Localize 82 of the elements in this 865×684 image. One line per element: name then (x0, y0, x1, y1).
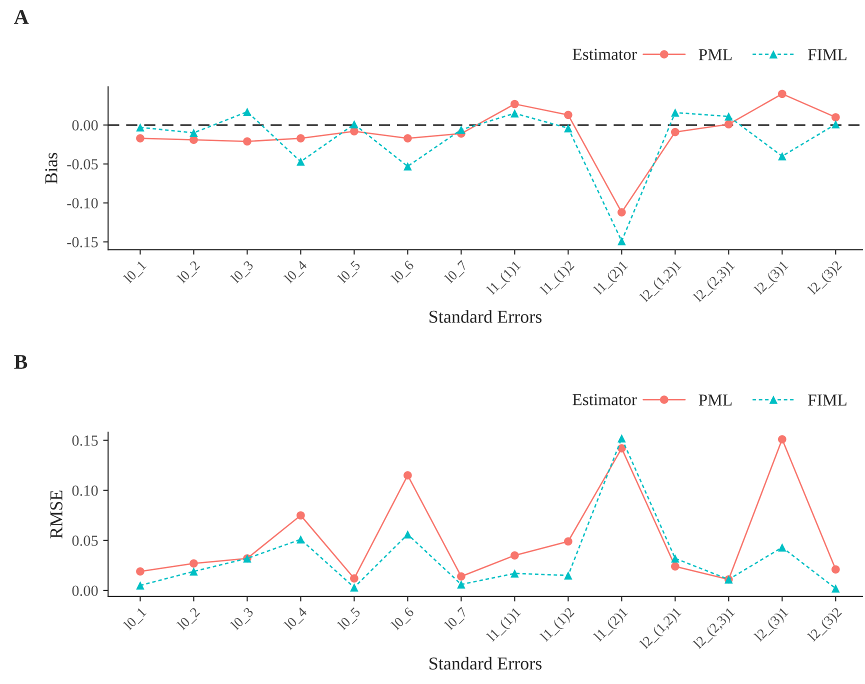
point (243, 137, 252, 146)
point (831, 113, 840, 122)
x-tick-label: l0_6 (390, 260, 416, 285)
point (831, 584, 840, 593)
point (778, 152, 786, 160)
point (404, 134, 412, 142)
y-tick-label: 0.10 (72, 485, 98, 496)
point (564, 537, 572, 546)
legend-label: PML (698, 49, 732, 60)
point (190, 559, 198, 568)
point (457, 126, 466, 134)
chart-title: A (14, 10, 29, 24)
point (564, 124, 572, 132)
point (510, 100, 519, 108)
point (671, 128, 680, 136)
point (510, 569, 519, 578)
point (136, 581, 144, 590)
point (296, 535, 305, 544)
point (831, 120, 840, 128)
point (136, 123, 144, 132)
point (671, 108, 680, 117)
x-tick-label: l0_1 (122, 260, 148, 285)
point (350, 574, 358, 583)
point (296, 134, 305, 142)
legend-label: FIML (808, 394, 846, 406)
point (243, 108, 252, 116)
point (457, 580, 466, 589)
point (724, 112, 733, 121)
point (136, 134, 144, 142)
point (350, 583, 358, 592)
point (671, 562, 680, 571)
x-axis-title: Standard Errors (430, 656, 542, 670)
x-axis-title: Standard Errors (430, 310, 542, 323)
y-axis-title: RMSE (50, 490, 62, 538)
x-tick-label: l0_1 (122, 606, 148, 632)
y-tick-label: 0.00 (72, 586, 98, 596)
x-tick-label: l0_6 (390, 606, 416, 632)
y-tick-label: -0.05 (67, 159, 98, 170)
x-tick-label: l0_2 (176, 260, 202, 285)
point (831, 565, 840, 574)
point (190, 128, 198, 137)
y-tick-label: -0.15 (67, 237, 98, 248)
x-tick-label: l0_5 (336, 260, 362, 285)
point (778, 90, 786, 98)
point (778, 543, 786, 552)
point (618, 208, 626, 216)
point (190, 567, 198, 576)
point (724, 120, 733, 128)
chart-title: B (14, 355, 28, 369)
y-tick-label: 0.05 (72, 536, 98, 546)
point (350, 120, 358, 128)
x-tick-label: l0_7 (444, 606, 469, 632)
point (564, 571, 572, 580)
y-tick-label: -0.10 (67, 198, 98, 208)
x-tick-label: l0_5 (336, 606, 362, 632)
point (296, 511, 305, 520)
point (457, 572, 466, 581)
legend-title: Estimator (572, 48, 637, 60)
x-tick-label: l0_7 (444, 260, 469, 285)
point (618, 236, 626, 246)
point (510, 109, 519, 118)
point (778, 435, 786, 444)
x-tick-label: l0_4 (283, 260, 309, 285)
legend-label: FIML (808, 49, 846, 60)
x-tick-label: l0_3 (230, 606, 255, 632)
point (296, 157, 305, 166)
point (671, 554, 680, 563)
point (404, 471, 412, 480)
x-tick-label: l0_3 (230, 260, 255, 285)
x-tick-label: l0_2 (176, 606, 202, 632)
y-tick-label: 0.15 (72, 435, 98, 446)
y-axis-title: Bias (45, 152, 58, 184)
x-tick-label: l0_4 (283, 606, 309, 632)
legend-label: PML (698, 394, 732, 406)
y-tick-label: 0.00 (72, 120, 98, 131)
point (618, 434, 626, 442)
point (404, 530, 412, 539)
legend-title: Estimator (572, 394, 637, 406)
point (510, 551, 519, 560)
point (404, 162, 412, 170)
point (564, 110, 572, 120)
point (136, 567, 144, 576)
